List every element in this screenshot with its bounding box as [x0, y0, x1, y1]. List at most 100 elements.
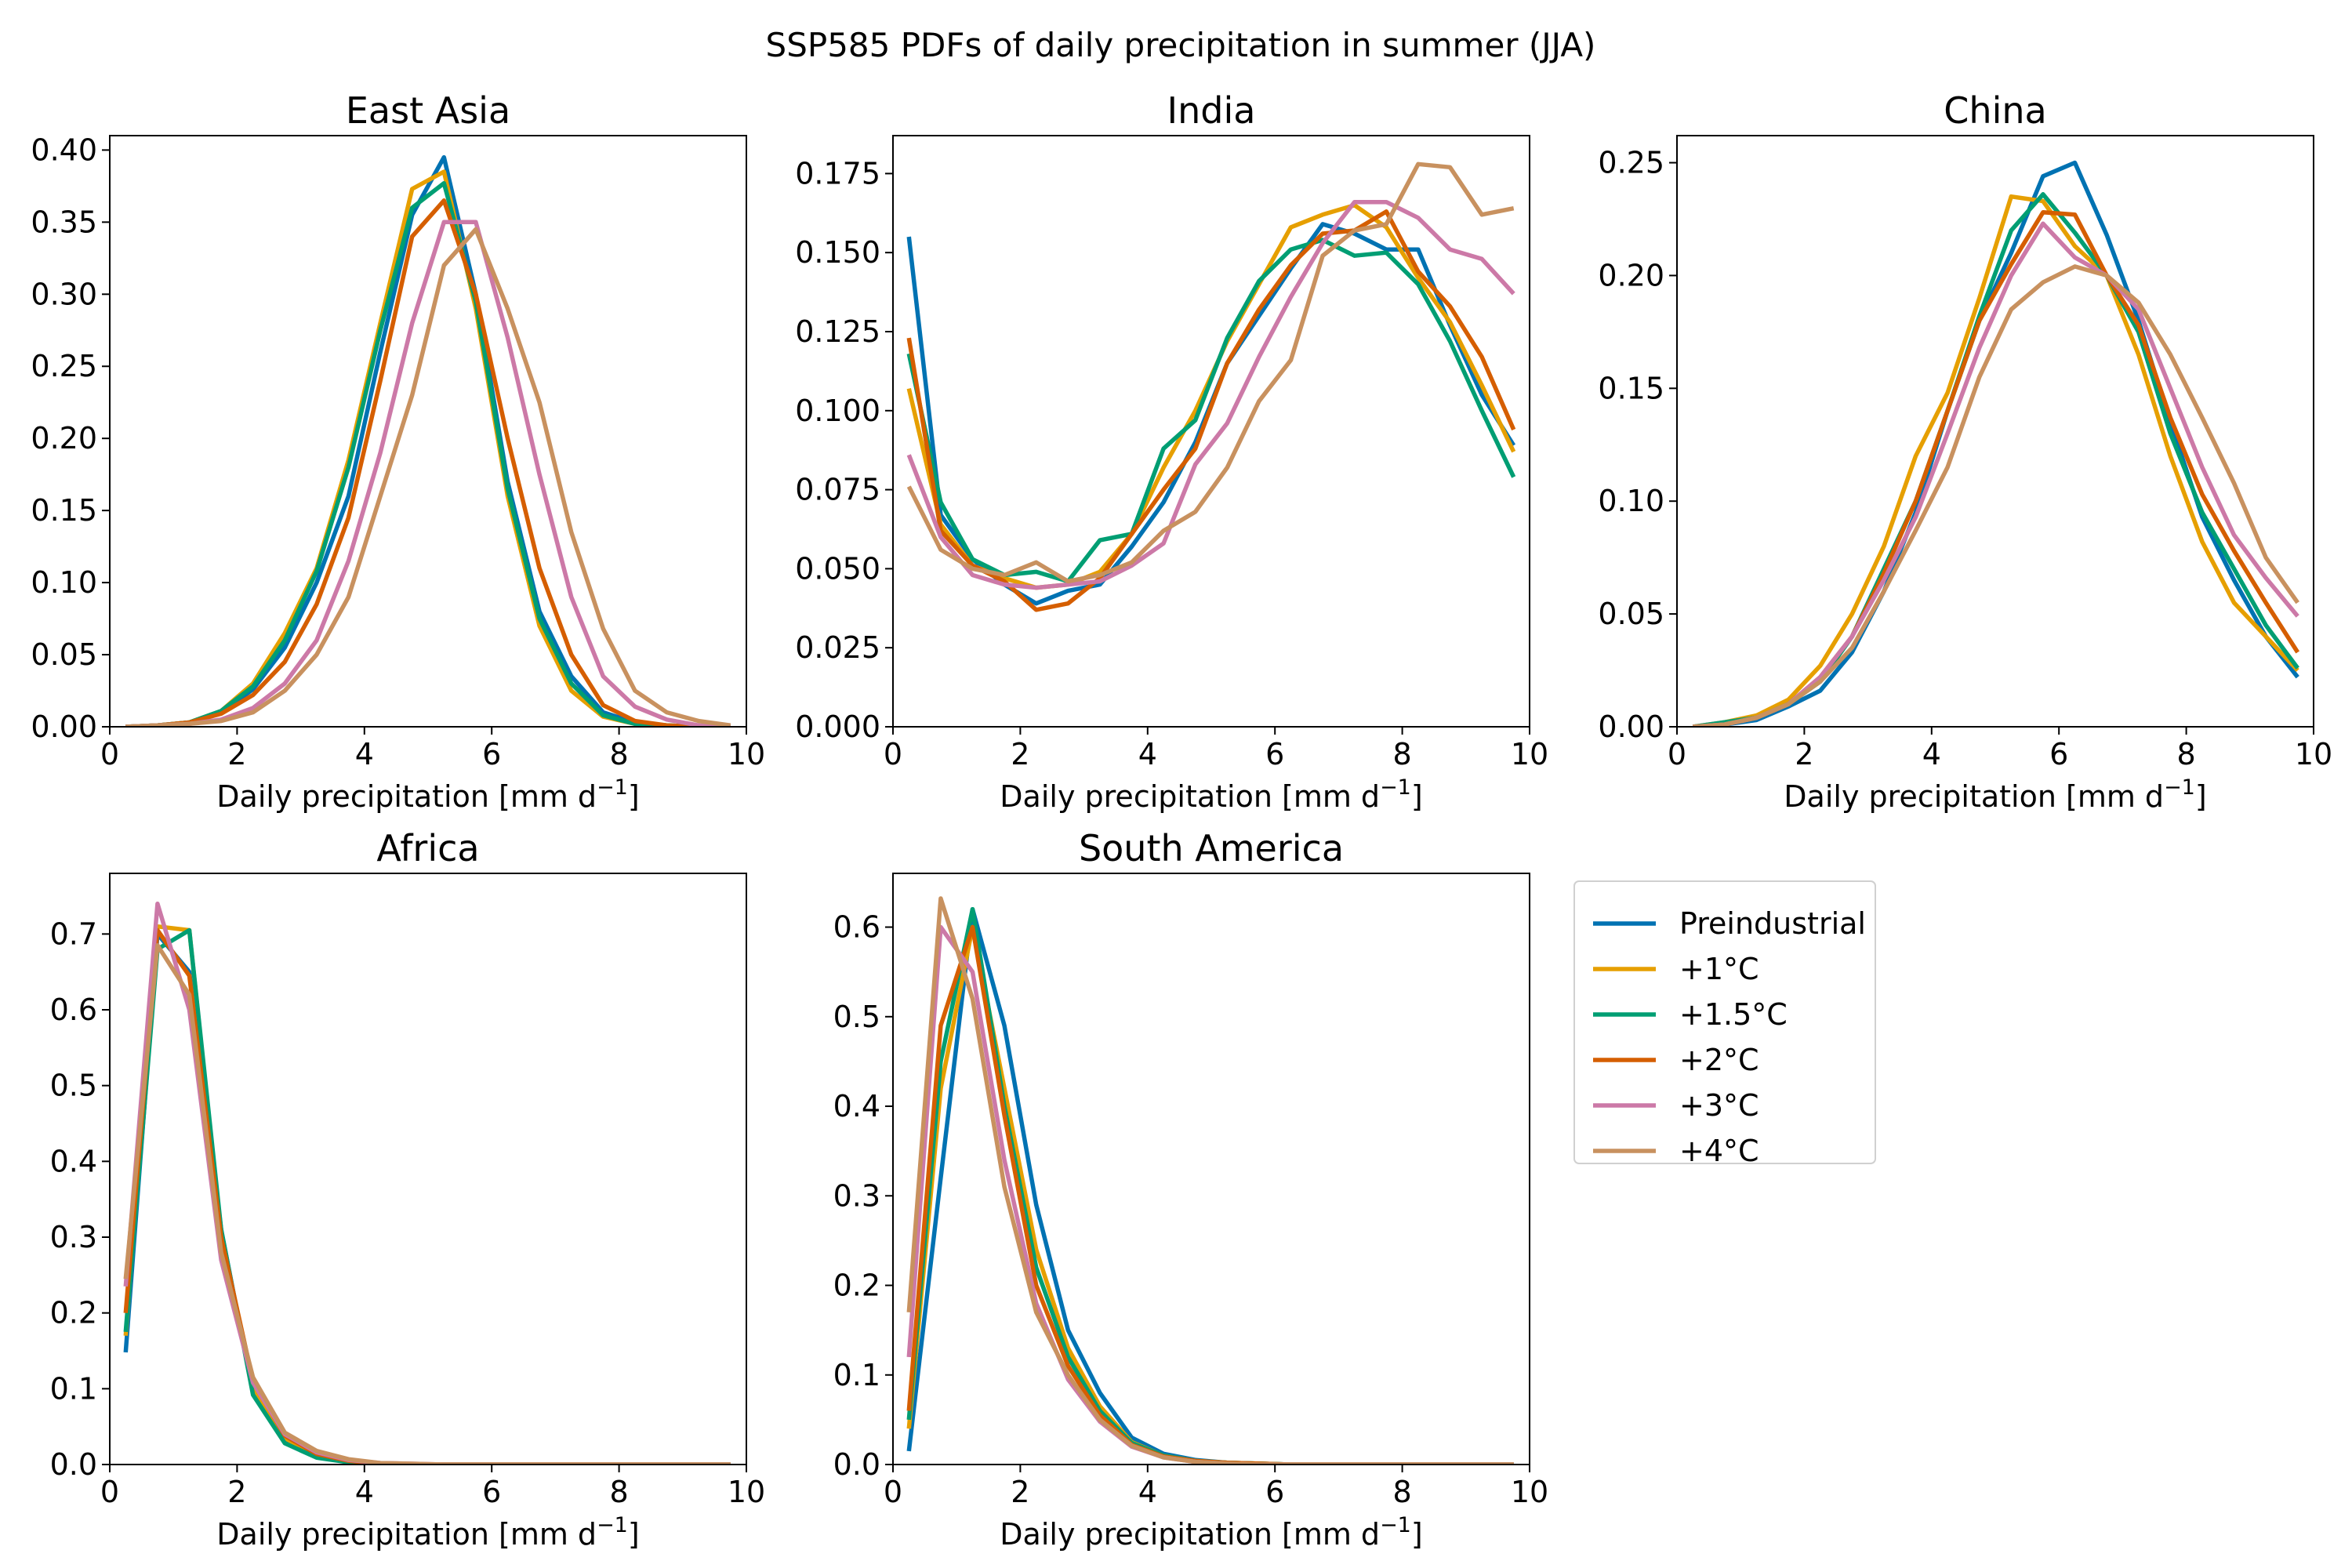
legend-entry-preindustrial: Preindustrial: [1593, 906, 1866, 941]
china-xlabel: Daily precipitation [mm d−1]: [1784, 775, 2206, 814]
east-asia-xtick-label: 2: [227, 737, 246, 771]
africa-xtick-label: 2: [227, 1475, 246, 1509]
south-america-ytick-label: 0.4: [833, 1089, 880, 1123]
south-america-series: [906, 896, 1514, 1465]
africa-line-4-c: [123, 943, 731, 1465]
east-asia-ytick-label: 0.15: [31, 493, 97, 528]
east-asia-ytick-label: 0.05: [31, 637, 97, 672]
east-asia-xtick-label: 10: [728, 737, 765, 771]
india-xtick-label: 6: [1265, 737, 1284, 771]
south-america-ytick-label: 0.2: [833, 1269, 880, 1303]
india-xtick-label: 4: [1138, 737, 1157, 771]
south-america-ytick-label: 0.1: [833, 1358, 880, 1392]
china-xtick-label: 6: [2049, 737, 2068, 771]
east-asia-line-3-c: [125, 220, 731, 727]
china-line-1-c: [1692, 194, 2299, 727]
india-xtick-label: 2: [1011, 737, 1029, 771]
africa-ytick-label: 0.2: [50, 1296, 97, 1330]
east-asia-title: East Asia: [346, 89, 510, 132]
east-asia-series: [125, 154, 731, 727]
east-asia-line-preindustrial: [125, 154, 731, 727]
africa-ytick-label: 0.1: [50, 1371, 97, 1406]
china-ytick-label: 0.20: [1598, 258, 1664, 292]
india-xlabel: Daily precipitation [mm d−1]: [1000, 775, 1422, 814]
figure-title: SSP585 PDFs of daily precipitation in su…: [766, 26, 1596, 64]
south-america-line-preindustrial: [906, 906, 1514, 1465]
legend-label: +1°C: [1679, 952, 1759, 986]
east-asia-axes-frame: [109, 135, 747, 728]
east-asia-line-2-c: [125, 198, 731, 727]
india-ytick-label: 0.125: [795, 314, 880, 349]
africa-ytick-label: 0.6: [50, 993, 97, 1027]
south-america-xlabel: Daily precipitation [mm d−1]: [1000, 1513, 1422, 1552]
africa-ytick-label: 0.3: [50, 1220, 97, 1254]
legend-label: +1.5°C: [1679, 997, 1788, 1032]
india-ytick-label: 0.150: [795, 235, 880, 270]
panel-south-america: South America 0 2 4 6 8 10 0.0 0.1 0.2 0.3 0.4 0.5 0.…: [833, 827, 1549, 1552]
india-ytick-label: 0.050: [795, 551, 880, 586]
china-ytick-label: 0.25: [1598, 146, 1664, 180]
legend-entry-3-c: +3°C: [1593, 1088, 1759, 1123]
china-line-3-c: [1693, 221, 2299, 727]
india-line-3-c: [906, 199, 1515, 590]
china-xtick-label: 4: [1922, 737, 1941, 771]
china-line-2-c: [1693, 210, 2300, 727]
south-america-ytick-label: 0.5: [833, 1000, 880, 1034]
south-america-xtick-label: 10: [1511, 1475, 1548, 1509]
africa-xlabel: Daily precipitation [mm d−1]: [216, 1513, 639, 1552]
panel-china: China 0 2 4 6 8 10 0.00 0.05 0.10 0.15 0.20 0.25 Dail…: [1598, 89, 2332, 814]
china-title: China: [1944, 89, 2046, 132]
south-america-ytick-label: 0.6: [833, 910, 880, 945]
legend-label: Preindustrial: [1679, 906, 1866, 941]
india-ytick-label: 0.000: [795, 710, 880, 744]
east-asia-xtick-label: 0: [100, 737, 119, 771]
panel-africa: Africa 0 2 4 6 8 10 0.0 0.1 0.2 0.3 0.4 0.5 0.6 0.7 Dai…: [50, 827, 766, 1552]
africa-series: [123, 901, 731, 1465]
china-line-1-5-c: [1692, 192, 2299, 727]
south-america-xtick-label: 8: [1393, 1475, 1412, 1509]
south-america-axes-frame: [892, 873, 1530, 1465]
south-america-line-4-c: [906, 896, 1514, 1465]
africa-ytick-label: 0.0: [50, 1447, 97, 1482]
south-america-ytick-label: 0.0: [833, 1447, 880, 1482]
east-asia-ytick-label: 0.00: [31, 710, 97, 744]
east-asia-line-1-c: [125, 169, 731, 727]
east-asia-line-4-c: [125, 227, 731, 727]
india-series: [906, 162, 1516, 612]
china-xtick-label: 10: [2295, 737, 2332, 771]
panel-india: India 0 2 4 6 8 10 0.000 0.025 0.050 0.075 0.100 0.1…: [795, 89, 1548, 814]
africa-axes-frame: [109, 873, 747, 1465]
india-xtick-label: 10: [1511, 737, 1548, 771]
china-xtick-label: 0: [1668, 737, 1686, 771]
africa-ytick-label: 0.5: [50, 1069, 97, 1103]
east-asia-ytick-label: 0.25: [31, 349, 97, 383]
india-ytick-label: 0.025: [795, 630, 880, 665]
south-america-xtick-label: 4: [1138, 1475, 1157, 1509]
east-asia-ytick-label: 0.20: [31, 421, 97, 456]
india-axes-frame: [892, 135, 1530, 728]
legend-entry-4-c: +4°C: [1593, 1134, 1759, 1168]
africa-ytick-label: 0.4: [50, 1144, 97, 1178]
china-xtick-label: 8: [2177, 737, 2196, 771]
china-ytick-label: 0.00: [1598, 710, 1664, 744]
east-asia-line-1-5-c: [125, 180, 731, 727]
legend-entry-1-c: +1°C: [1593, 952, 1759, 986]
africa-line-2-c: [123, 927, 731, 1465]
east-asia-ytick-label: 0.10: [31, 565, 97, 600]
south-america-line-1-5-c: [906, 906, 1514, 1465]
africa-xtick-label: 4: [355, 1475, 374, 1509]
legend-entry-2-c: +2°C: [1593, 1043, 1759, 1077]
legend-entry-1-5-c: +1.5°C: [1593, 997, 1788, 1032]
china-xtick-label: 2: [1795, 737, 1813, 771]
south-america-ytick-label: 0.3: [833, 1178, 880, 1213]
china-ytick-label: 0.15: [1598, 371, 1664, 405]
east-asia-xtick-label: 8: [610, 737, 629, 771]
legend: Preindustrial +1°C +1.5°C +2°C +3°C +4°C: [1573, 880, 1876, 1168]
africa-ytick-label: 0.7: [50, 916, 97, 951]
legend-label: +2°C: [1679, 1043, 1759, 1077]
east-asia-xtick-label: 4: [355, 737, 374, 771]
south-america-xtick-label: 6: [1265, 1475, 1284, 1509]
india-xtick-label: 8: [1393, 737, 1412, 771]
